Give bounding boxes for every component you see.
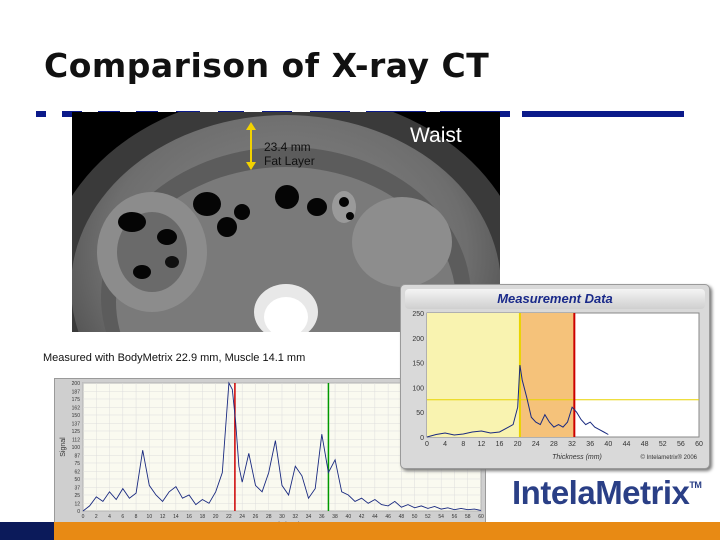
y-tick-label: 50 bbox=[416, 410, 424, 417]
x-tick-label: 14 bbox=[173, 514, 179, 520]
x-tick-label: 36 bbox=[586, 441, 594, 448]
y-tick-label: 50 bbox=[74, 477, 80, 483]
x-tick-label: 32 bbox=[292, 514, 298, 520]
x-tick-label: 40 bbox=[346, 514, 352, 520]
x-tick-label: 10 bbox=[147, 514, 153, 520]
y-tick-label: 175 bbox=[72, 397, 81, 403]
y-tick-label: 100 bbox=[72, 445, 81, 451]
fat-layer-annotation: 23.4 mm Fat Layer bbox=[264, 140, 315, 168]
x-tick-label: 6 bbox=[121, 514, 124, 520]
x-tick-label: 2 bbox=[95, 514, 98, 520]
logo-tm: TM bbox=[689, 480, 702, 490]
signal-series-line bbox=[426, 365, 609, 438]
x-tick-label: 54 bbox=[438, 514, 444, 520]
x-tick-label: 20 bbox=[514, 441, 522, 448]
x-tick-label: 16 bbox=[496, 441, 504, 448]
waist-label: Waist bbox=[410, 124, 462, 147]
fat-layer-value: 23.4 mm bbox=[264, 140, 311, 154]
x-tick-label: 8 bbox=[135, 514, 138, 520]
y-axis-label: Signal bbox=[60, 437, 67, 457]
x-tick-label: 8 bbox=[461, 441, 465, 448]
bottom-bar-accent bbox=[0, 522, 54, 540]
y-tick-label: 87 bbox=[74, 453, 80, 459]
x-tick-label: 36 bbox=[319, 514, 325, 520]
signal-series-line bbox=[82, 381, 482, 512]
x-tick-label: 48 bbox=[641, 441, 649, 448]
y-tick-label: 112 bbox=[72, 437, 80, 443]
x-tick-label: 50 bbox=[412, 514, 418, 520]
y-tick-label: 100 bbox=[412, 385, 424, 392]
y-tick-label: 250 bbox=[412, 311, 424, 318]
x-tick-label: 24 bbox=[532, 441, 540, 448]
y-tick-label: 37 bbox=[74, 485, 80, 491]
fat-layer-arrow bbox=[246, 122, 256, 170]
x-tick-label: 46 bbox=[385, 514, 391, 520]
band-fat bbox=[427, 313, 520, 437]
x-tick-label: 30 bbox=[279, 514, 285, 520]
bodymetrix-caption: Measured with BodyMetrix 22.9 mm, Muscle… bbox=[43, 352, 306, 364]
x-tick-label: 56 bbox=[452, 514, 458, 520]
x-tick-label: 40 bbox=[604, 441, 612, 448]
x-tick-label: 34 bbox=[306, 514, 312, 520]
x-tick-label: 12 bbox=[160, 514, 166, 520]
y-tick-label: 162 bbox=[72, 405, 81, 411]
measurement-panel-header: Measurement Data bbox=[405, 289, 705, 309]
intelametrix-logo: IntelaMetrixTM bbox=[512, 474, 702, 512]
x-tick-label: 42 bbox=[359, 514, 365, 520]
x-tick-label: 44 bbox=[623, 441, 631, 448]
x-tick-label: 26 bbox=[253, 514, 259, 520]
ct-scan-image bbox=[72, 112, 500, 332]
panel-footer: © Intelametrix® 2006 bbox=[640, 454, 697, 461]
x-tick-label: 52 bbox=[659, 441, 667, 448]
x-tick-label: 58 bbox=[465, 514, 471, 520]
band-muscle bbox=[519, 313, 575, 437]
x-tick-label: 32 bbox=[568, 441, 576, 448]
x-tick-label: 48 bbox=[399, 514, 405, 520]
x-tick-label: 52 bbox=[425, 514, 431, 520]
y-tick-label: 200 bbox=[72, 381, 81, 387]
logo-text: IntelaMetrix bbox=[512, 474, 690, 511]
y-tick-label: 12 bbox=[74, 501, 80, 507]
x-axis-label: Thickness (mm) bbox=[552, 454, 602, 461]
y-tick-label: 187 bbox=[72, 389, 81, 395]
slide-title: Comparison of X-ray CT bbox=[44, 46, 490, 85]
x-tick-label: 56 bbox=[677, 441, 685, 448]
y-tick-label: 25 bbox=[74, 493, 80, 499]
x-tick-label: 4 bbox=[108, 514, 111, 520]
x-tick-label: 28 bbox=[550, 441, 558, 448]
x-tick-label: 38 bbox=[332, 514, 338, 520]
y-tick-label: 0 bbox=[420, 435, 424, 442]
y-tick-label: 125 bbox=[72, 429, 81, 435]
x-tick-label: 12 bbox=[478, 441, 486, 448]
y-tick-label: 75 bbox=[74, 461, 80, 467]
y-tick-label: 150 bbox=[72, 413, 81, 419]
x-tick-label: 4 bbox=[443, 441, 447, 448]
x-tick-label: 44 bbox=[372, 514, 378, 520]
x-tick-label: 0 bbox=[82, 514, 85, 520]
x-tick-label: 18 bbox=[200, 514, 206, 520]
x-tick-label: 60 bbox=[695, 441, 703, 448]
x-tick-label: 16 bbox=[186, 514, 192, 520]
y-tick-label: 200 bbox=[412, 336, 424, 343]
x-tick-label: 0 bbox=[425, 441, 429, 448]
x-tick-label: 24 bbox=[239, 514, 245, 520]
measurement-data-panel: Measurement Data 0 50 100 150 200 250 0 4 8 12 16 2… bbox=[400, 284, 710, 469]
x-tick-label: 20 bbox=[213, 514, 219, 520]
bottom-bar bbox=[0, 522, 720, 540]
y-tick-label: 0 bbox=[77, 509, 80, 515]
x-tick-label: 28 bbox=[266, 514, 272, 520]
y-tick-label: 137 bbox=[72, 421, 81, 427]
y-tick-label: 62 bbox=[74, 469, 80, 475]
fat-layer-label: Fat Layer bbox=[264, 154, 315, 168]
y-tick-label: 150 bbox=[412, 361, 424, 368]
x-tick-label: 60 bbox=[478, 514, 484, 520]
measurement-panel-title: Measurement Data bbox=[497, 291, 613, 306]
x-tick-label: 22 bbox=[226, 514, 232, 520]
